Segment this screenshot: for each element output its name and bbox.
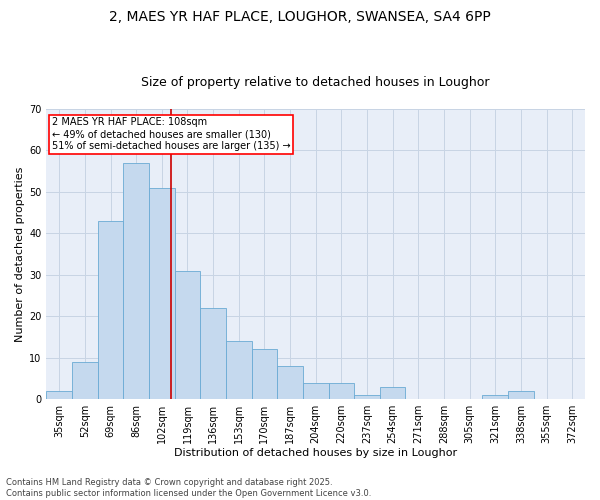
Text: 2, MAES YR HAF PLACE, LOUGHOR, SWANSEA, SA4 6PP: 2, MAES YR HAF PLACE, LOUGHOR, SWANSEA, …	[109, 10, 491, 24]
Bar	[251, 350, 277, 399]
Bar	[380, 386, 406, 399]
Y-axis label: Number of detached properties: Number of detached properties	[15, 166, 25, 342]
Bar	[508, 391, 534, 399]
Title: Size of property relative to detached houses in Loughor: Size of property relative to detached ho…	[142, 76, 490, 90]
Bar	[277, 366, 303, 399]
Bar	[149, 188, 175, 399]
Bar	[124, 162, 149, 399]
Text: Contains HM Land Registry data © Crown copyright and database right 2025.
Contai: Contains HM Land Registry data © Crown c…	[6, 478, 371, 498]
Bar	[72, 362, 98, 399]
X-axis label: Distribution of detached houses by size in Loughor: Distribution of detached houses by size …	[174, 448, 457, 458]
Bar	[200, 308, 226, 399]
Text: 2 MAES YR HAF PLACE: 108sqm
← 49% of detached houses are smaller (130)
51% of se: 2 MAES YR HAF PLACE: 108sqm ← 49% of det…	[52, 118, 290, 150]
Bar	[482, 395, 508, 399]
Bar	[226, 341, 251, 399]
Bar	[303, 382, 329, 399]
Bar	[329, 382, 354, 399]
Bar	[98, 220, 124, 399]
Bar	[175, 270, 200, 399]
Bar	[46, 391, 72, 399]
Bar	[354, 395, 380, 399]
